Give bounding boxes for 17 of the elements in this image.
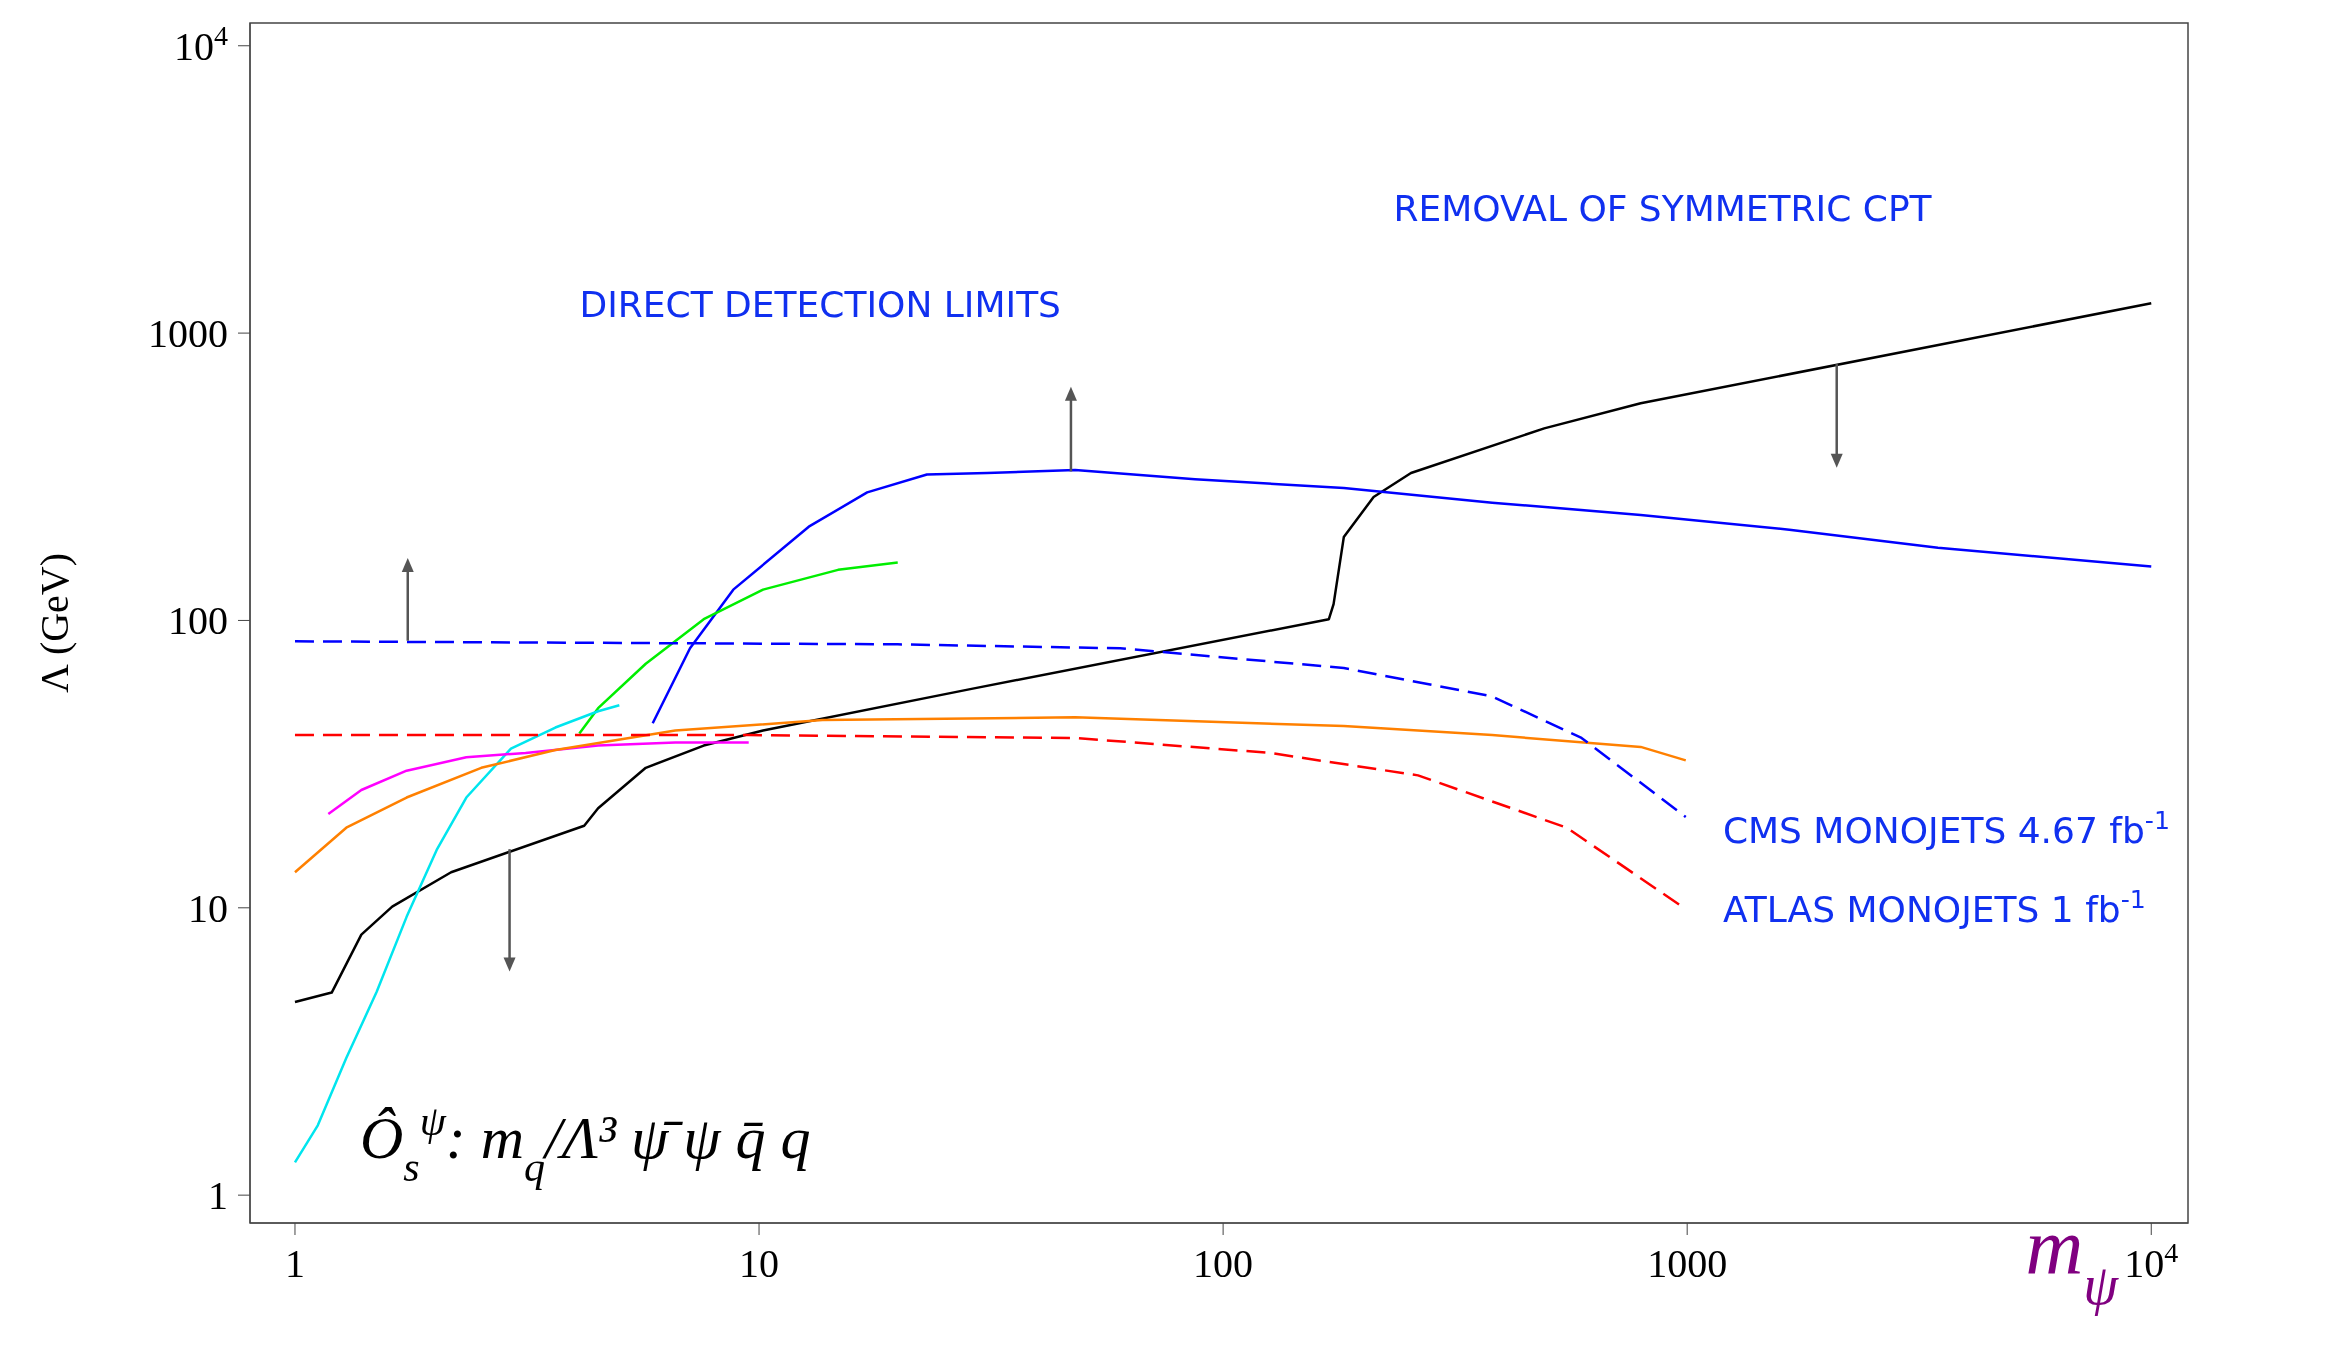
y-tick-label: 100: [168, 598, 228, 644]
x-tick-label: 100: [1193, 1241, 1254, 1286]
y-tick-label: 10$^{4}$: [174, 19, 228, 69]
y-tick-label: 1: [208, 1173, 228, 1219]
annotation: Ô$_{s}$$^{ψ}$: m$_{q}$/Λ³ ψ̄ ψ q̄ q: [360, 1097, 811, 1190]
x-tick-label: 10$^{4}$: [2124, 1236, 2179, 1286]
y-tick-label: 1000: [148, 311, 228, 357]
annotation: REMOVAL OF SYMMETRIC CPT: [1393, 188, 1933, 229]
x-axis-title: m$_{ψ}$: [2025, 1202, 2120, 1316]
x-tick-label: 1000: [1647, 1241, 1728, 1286]
annotation: DIRECT DETECTION LIMITS: [579, 284, 1061, 325]
annotation: ATLAS MONOJETS 1 fb$^{-1}$: [1722, 884, 2146, 930]
annotation: CMS MONOJETS 4.67 fb$^{-1}$: [1722, 805, 2170, 851]
y-axis-title: Λ (GeV): [32, 552, 77, 694]
x-tick-label: 10: [739, 1241, 780, 1286]
x-tick-label: 1: [284, 1241, 305, 1286]
y-tick-label: 10: [188, 885, 228, 931]
